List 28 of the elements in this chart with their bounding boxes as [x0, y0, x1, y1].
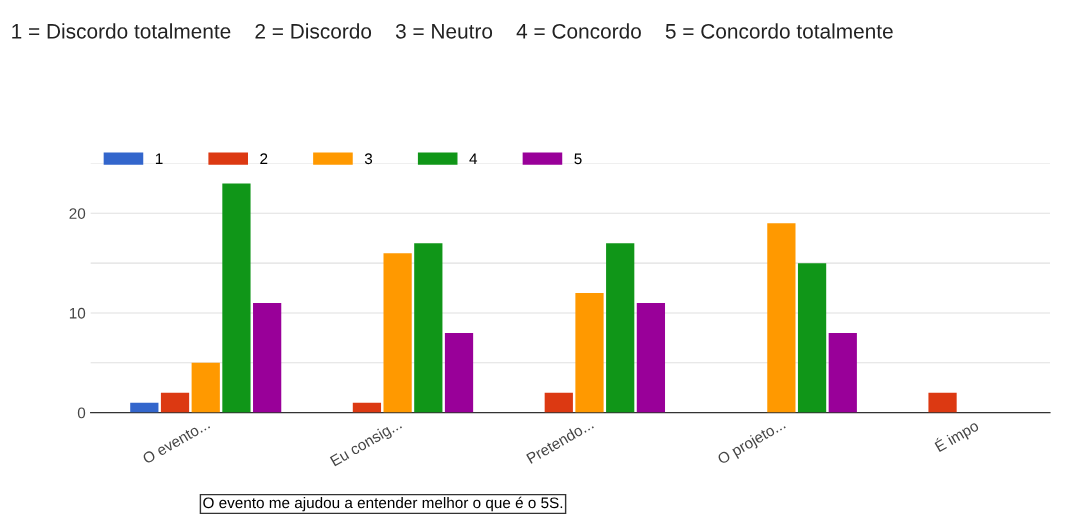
legend-label: 3: [364, 153, 373, 165]
bar: [797, 263, 827, 413]
bar: [544, 392, 573, 413]
legend-label: 1: [155, 153, 163, 164]
legend-label: 2: [260, 153, 268, 164]
bar: [575, 293, 604, 413]
bar: [191, 362, 220, 413]
bar: [130, 402, 159, 413]
bar: [767, 223, 796, 413]
y-tick-label: 0: [77, 407, 86, 419]
bar: [414, 243, 443, 413]
bar: [928, 392, 957, 413]
bar: [352, 402, 382, 413]
y-tick-label: 20: [69, 208, 86, 219]
bar: [606, 243, 635, 413]
bar: [253, 302, 282, 413]
legend-label: 5: [574, 153, 582, 165]
y-tick-label: 10: [69, 307, 86, 319]
bar: [828, 332, 857, 413]
x-tick-label: É impo: [933, 417, 981, 455]
bar: [636, 302, 666, 413]
bar: [383, 253, 412, 413]
bar: [222, 183, 251, 413]
bar: [160, 392, 190, 413]
legend-label: 4: [469, 153, 478, 164]
bar: [444, 332, 474, 413]
chart-title: 1 = Discordo totalmente 2 = Discordo 3 = Neutro 4 = Concordo 5 = Concordo totalmente: [12, 23, 893, 39]
text: O evento me ajudou a entender melhor o que é o 5S.: [203, 496, 563, 512]
